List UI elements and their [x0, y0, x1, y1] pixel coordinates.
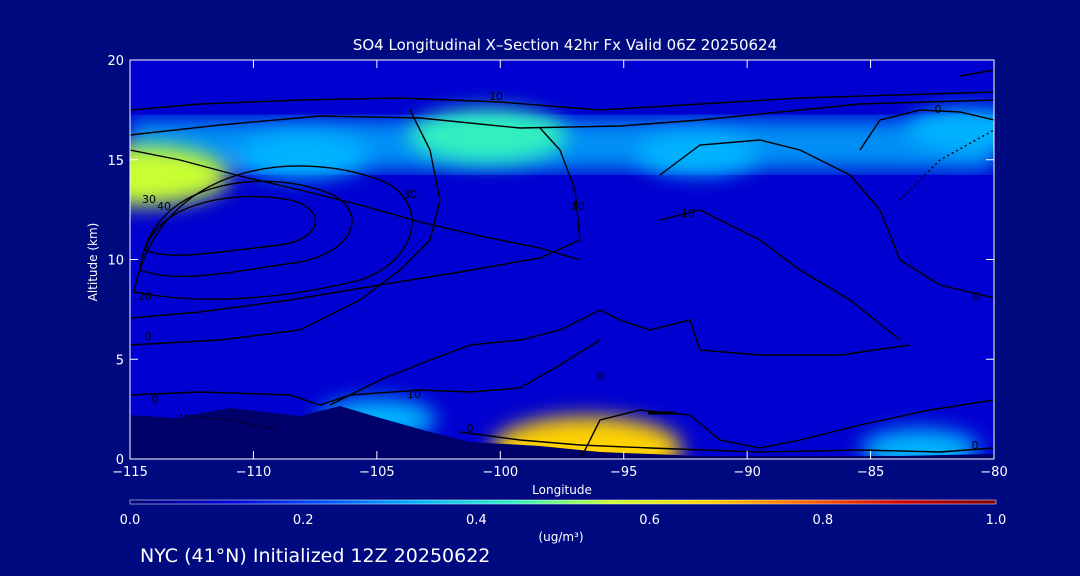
contour-line [659, 139, 994, 299]
colorbar-tick-label: 0.6 [639, 513, 660, 528]
colorbar-tick-label: 0.0 [120, 513, 141, 528]
y-tick-label: 0 [116, 453, 124, 468]
colorbar-ticks: 0.0 0.2 0.4 0.6 0.8 1.0 [120, 513, 1007, 528]
contour-label: 20 [138, 290, 152, 303]
contour-label: 40 [157, 200, 171, 213]
contour-line [959, 69, 994, 77]
contour-label: 10 [407, 388, 421, 401]
contour-lines [130, 69, 994, 459]
x-tick-label: −95 [610, 465, 637, 480]
contour-label: 0 [467, 422, 474, 435]
contour-line [144, 195, 317, 256]
y-tick-label: 10 [107, 254, 124, 269]
contour-line [130, 127, 581, 319]
contour-line [130, 339, 601, 406]
y-axis: 0 5 10 15 20 [107, 54, 994, 468]
contour-line [130, 91, 994, 111]
contour-line [130, 109, 441, 346]
concentration-field [130, 60, 994, 459]
plume [905, 107, 994, 152]
plume [636, 132, 760, 175]
x-tick-label: −105 [359, 465, 395, 480]
contour-line [130, 149, 581, 261]
y-tick-label: 20 [107, 54, 124, 69]
x-tick-label: −90 [733, 465, 760, 480]
contour-label: 30 [142, 193, 156, 206]
contour-line [459, 431, 994, 453]
x-tick-label: −115 [112, 465, 148, 480]
contour-label: 0 [597, 370, 604, 383]
plume [236, 133, 369, 179]
footer-caption: NYC (41°N) Initialized 12Z 20250622 [140, 545, 490, 567]
contour-line [899, 129, 994, 201]
contour-label: 10 [681, 207, 695, 220]
contour-label: 0 [145, 330, 152, 343]
y-tick-label: 5 [116, 353, 124, 368]
colorbar-tick-label: 0.8 [812, 513, 833, 528]
x-tick-label: −100 [482, 465, 518, 480]
contour-line [130, 99, 994, 136]
y-tick-label: 15 [107, 154, 124, 169]
contour-label: 0 [972, 439, 979, 452]
plume [860, 428, 980, 459]
contour-line [133, 165, 413, 300]
colorbar [129, 499, 997, 505]
x-axis: −115 −110 −105 −100 −95 −90 −85 −80 [112, 60, 1008, 480]
contour-label: 0 [935, 103, 942, 116]
plume [408, 108, 568, 164]
x-tick-label: −85 [857, 465, 884, 480]
contour-label: 0 [973, 290, 980, 303]
y-axis-label: Altitude (km) [86, 223, 100, 302]
colorbar-tick-label: 0.4 [466, 513, 487, 528]
colorbar-tick-label: 0.2 [293, 513, 314, 528]
terrain [130, 406, 994, 459]
x-axis-label: Longitude [532, 483, 592, 497]
contour-label: 0 [152, 393, 159, 406]
x-tick-label: −110 [236, 465, 272, 480]
contour-line [179, 414, 281, 431]
contour-label: 10 [489, 90, 503, 103]
chart-title: SO4 Longitudinal X–Section 42hr Fx Valid… [353, 36, 777, 54]
x-tick-label: −80 [980, 465, 1007, 480]
contour-line [579, 399, 994, 459]
contour-label: 30 [403, 188, 417, 201]
contour-line [329, 309, 911, 406]
colorbar-units: (ug/m³) [538, 530, 583, 544]
contour-line [859, 109, 994, 151]
contour-label: 10 [571, 200, 585, 213]
contour-line [659, 209, 901, 341]
colorbar-tick-label: 1.0 [986, 513, 1007, 528]
